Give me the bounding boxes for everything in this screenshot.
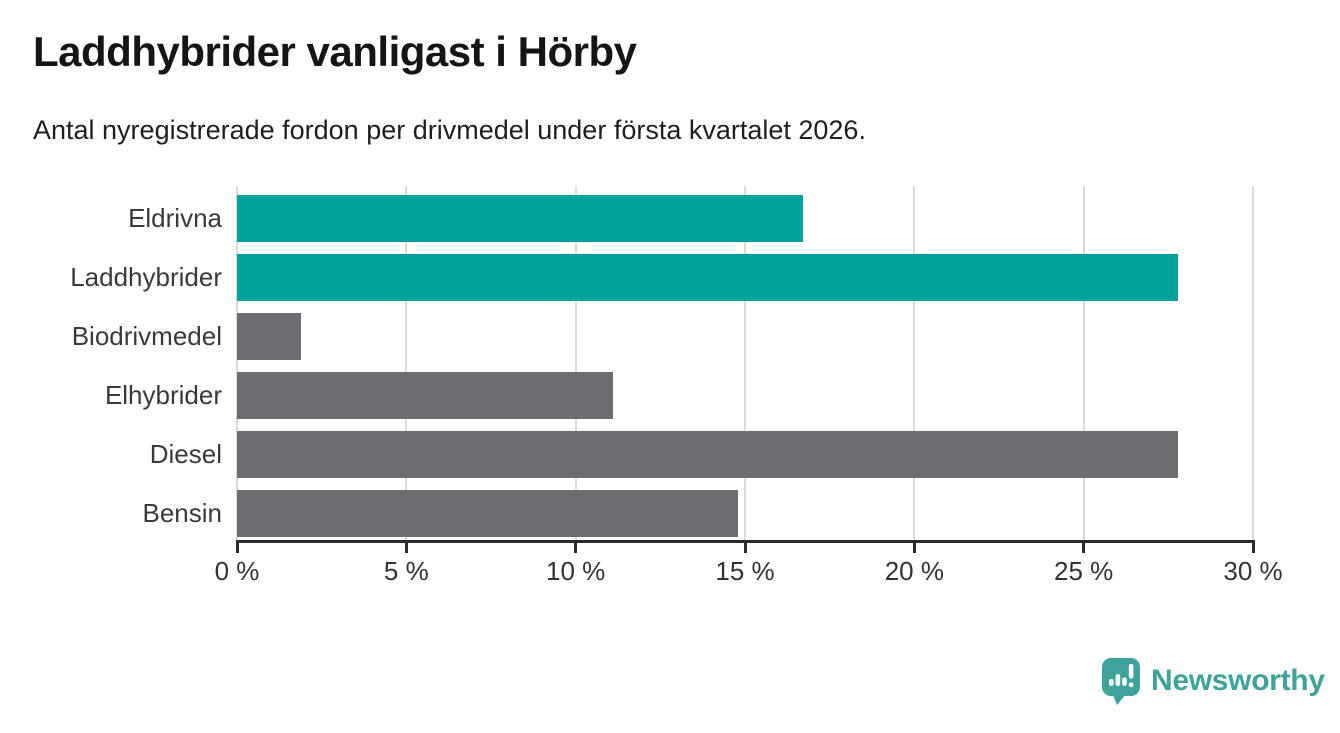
gridline <box>744 186 746 540</box>
bar <box>237 195 803 242</box>
chart-title: Laddhybrider vanligast i Hörby <box>33 28 637 75</box>
bar <box>237 431 1179 478</box>
category-label: Elhybrider <box>104 380 222 410</box>
category-label: Eldrivna <box>128 203 222 233</box>
newsworthy-icon <box>1102 658 1140 705</box>
gridline <box>574 186 577 540</box>
x-tick-mark <box>743 540 747 553</box>
x-tick-mark <box>404 540 408 553</box>
bar <box>237 490 739 537</box>
brand-name: Newsworthy <box>1151 664 1325 697</box>
bar <box>237 372 613 419</box>
x-tick-label: 30 % <box>1223 556 1283 586</box>
x-tick-label: 5 % <box>383 556 429 586</box>
bar <box>237 313 302 360</box>
gridline <box>913 186 916 540</box>
gridline <box>236 186 238 540</box>
x-tick-label: 20 % <box>884 556 944 586</box>
category-labels: Eldrivna Laddhybrider Biodrivmedel Elhybrid… <box>0 186 222 540</box>
plot-area <box>236 186 1254 543</box>
x-tick-mark <box>912 540 916 553</box>
x-tick-label: 25 % <box>1054 556 1114 586</box>
x-tick-mark <box>1251 540 1255 553</box>
x-tick-mark <box>574 540 578 553</box>
gridline <box>1252 186 1254 540</box>
x-tick-label: 10 % <box>546 556 606 586</box>
category-label: Laddhybrider <box>70 262 222 292</box>
chart-subtitle: Antal nyregistrerade fordon per drivmede… <box>33 115 866 145</box>
category-label: Diesel <box>149 439 222 469</box>
brand-logo-link[interactable]: Newsworthy <box>1100 654 1325 708</box>
bar <box>237 254 1179 301</box>
x-tick-mark <box>1082 540 1086 553</box>
category-label: Biodrivmedel <box>71 321 222 351</box>
gridline <box>405 186 408 540</box>
gridline <box>1082 186 1085 540</box>
x-tick-mark <box>235 540 239 553</box>
x-axis-line <box>236 540 1254 543</box>
x-axis-ticks <box>235 540 1255 554</box>
category-label: Bensin <box>142 498 223 528</box>
x-axis-tick-labels: 0 % 5 % 10 % 15 % 20 % 25 % 30 % <box>215 556 1283 590</box>
x-tick-label: 15 % <box>715 556 775 586</box>
x-tick-label: 0 % <box>214 556 260 586</box>
